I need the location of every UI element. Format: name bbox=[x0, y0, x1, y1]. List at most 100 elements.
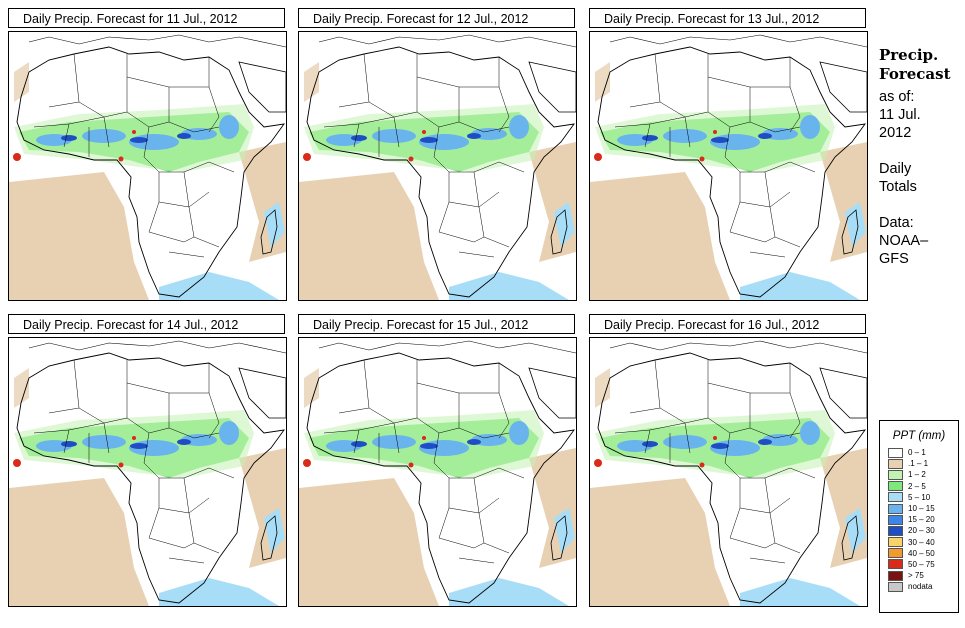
forecast-panel-6: Daily Precip. Forecast for 16 Jul., 2012 bbox=[589, 314, 868, 607]
legend-item: .1 – 1 bbox=[888, 458, 958, 469]
africa-precip-map bbox=[298, 337, 577, 607]
legend-swatch bbox=[888, 525, 903, 536]
extreme-rain-cells bbox=[594, 130, 717, 162]
dry-ocean-east bbox=[529, 448, 576, 568]
legend-item: 20 – 30 bbox=[888, 525, 958, 536]
legend-title: PPT (mm) bbox=[892, 430, 946, 442]
africa-outline bbox=[306, 352, 575, 604]
dry-ocean-east bbox=[820, 448, 867, 568]
legend-label: > 75 bbox=[908, 571, 924, 581]
legend-item: 10 – 15 bbox=[888, 503, 958, 514]
forecast-info: Precip. Forecast as of: 11 Jul. 2012 Dai… bbox=[879, 46, 963, 268]
panel-title: Daily Precip. Forecast for 13 Jul., 2012 bbox=[589, 8, 866, 28]
heavy-rain-cells bbox=[351, 133, 481, 143]
africa-precip-map bbox=[298, 31, 577, 301]
legend-swatch bbox=[888, 469, 903, 480]
legend-item: 30 – 40 bbox=[888, 537, 958, 548]
legend-label: 40 – 50 bbox=[908, 548, 935, 558]
country-borders bbox=[614, 53, 816, 258]
africa-outline bbox=[597, 46, 866, 298]
southern-ocean-rain bbox=[740, 508, 866, 606]
madagascar bbox=[550, 515, 568, 561]
dry-ocean-east bbox=[239, 448, 286, 568]
legend-swatch bbox=[888, 581, 903, 592]
arabia bbox=[238, 61, 286, 113]
dry-ocean-east bbox=[239, 142, 286, 262]
panel-title: Daily Precip. Forecast for 14 Jul., 2012 bbox=[8, 314, 285, 334]
extreme-rain-cells bbox=[13, 436, 136, 468]
legend-swatch bbox=[888, 447, 903, 458]
legend-swatch bbox=[888, 559, 903, 570]
asof-date-line-2: 2012 bbox=[879, 125, 912, 141]
heavy-rain-cells bbox=[351, 439, 481, 449]
heading-line-1: Precip. bbox=[879, 46, 939, 64]
legend-label: 5 – 10 bbox=[908, 492, 931, 502]
legend-item: 0 – 1 bbox=[888, 447, 958, 458]
madagascar bbox=[260, 209, 278, 255]
forecast-panel-3: Daily Precip. Forecast for 13 Jul., 2012 bbox=[589, 8, 868, 301]
africa-outline bbox=[306, 46, 575, 298]
country-borders bbox=[323, 359, 525, 564]
country-borders bbox=[323, 53, 525, 258]
panel-title: Daily Precip. Forecast for 12 Jul., 2012 bbox=[298, 8, 575, 28]
dry-ocean-west bbox=[9, 478, 149, 606]
legend-label: 2 – 5 bbox=[908, 481, 926, 491]
legend-item: 15 – 20 bbox=[888, 514, 958, 525]
data-label: Data: bbox=[879, 215, 914, 231]
legend-swatch bbox=[888, 548, 903, 559]
country-borders bbox=[614, 359, 816, 564]
dry-ocean-east bbox=[820, 142, 867, 262]
legend-label: nodata bbox=[908, 582, 933, 592]
heavy-rain-cells bbox=[61, 133, 191, 143]
legend-swatch bbox=[888, 514, 903, 525]
legend-label: 10 – 15 bbox=[908, 504, 935, 514]
africa-outline bbox=[597, 352, 866, 604]
panel-title: Daily Precip. Forecast for 16 Jul., 2012 bbox=[589, 314, 866, 334]
europe-coast bbox=[28, 34, 286, 48]
legend-swatch bbox=[888, 492, 903, 503]
legend-label: 0 – 1 bbox=[908, 448, 926, 458]
madagascar bbox=[260, 515, 278, 561]
asof-label: as of: bbox=[879, 89, 915, 105]
legend-item: 40 – 50 bbox=[888, 548, 958, 559]
africa-precip-map bbox=[8, 31, 287, 301]
africa-outline bbox=[16, 352, 285, 604]
legend-swatch bbox=[888, 503, 903, 514]
extreme-rain-cells bbox=[594, 436, 717, 468]
legend-label: 1 – 2 bbox=[908, 470, 926, 480]
arabia bbox=[528, 367, 576, 419]
country-borders bbox=[33, 359, 235, 564]
heavy-rain-cells bbox=[61, 439, 191, 449]
legend-swatch bbox=[888, 481, 903, 492]
extreme-rain-cells bbox=[303, 436, 426, 468]
legend-item: 5 – 10 bbox=[888, 492, 958, 503]
data-source-line-1: NOAA– bbox=[879, 233, 929, 249]
madagascar bbox=[841, 515, 859, 561]
legend-label: 50 – 75 bbox=[908, 559, 935, 569]
dry-ocean-west bbox=[9, 172, 149, 300]
legend-item: > 75 bbox=[888, 570, 958, 581]
dry-sahara-fringe bbox=[304, 62, 319, 102]
europe-coast bbox=[28, 340, 286, 354]
arabia bbox=[819, 61, 867, 113]
southern-ocean-rain bbox=[159, 508, 285, 606]
legend-label: 15 – 20 bbox=[908, 515, 935, 525]
dry-ocean-west bbox=[299, 172, 439, 300]
southern-ocean-rain bbox=[449, 202, 575, 300]
forecast-panel-4: Daily Precip. Forecast for 14 Jul., 2012 bbox=[8, 314, 287, 607]
legend-item: 50 – 75 bbox=[888, 559, 958, 570]
madagascar bbox=[550, 209, 568, 255]
forecast-panel-1: Daily Precip. Forecast for 11 Jul., 2012 bbox=[8, 8, 287, 301]
legend-item: 1 – 2 bbox=[888, 469, 958, 480]
dry-sahara-fringe bbox=[14, 62, 29, 102]
panel-title: Daily Precip. Forecast for 11 Jul., 2012 bbox=[8, 8, 285, 28]
dry-sahara-fringe bbox=[595, 62, 610, 102]
europe-coast bbox=[318, 34, 576, 48]
madagascar bbox=[841, 209, 859, 255]
dry-sahara-fringe bbox=[304, 368, 319, 408]
forecast-panel-2: Daily Precip. Forecast for 12 Jul., 2012 bbox=[298, 8, 577, 301]
southern-ocean-rain bbox=[449, 508, 575, 606]
dry-sahara-fringe bbox=[14, 368, 29, 408]
extreme-rain-cells bbox=[303, 130, 426, 162]
